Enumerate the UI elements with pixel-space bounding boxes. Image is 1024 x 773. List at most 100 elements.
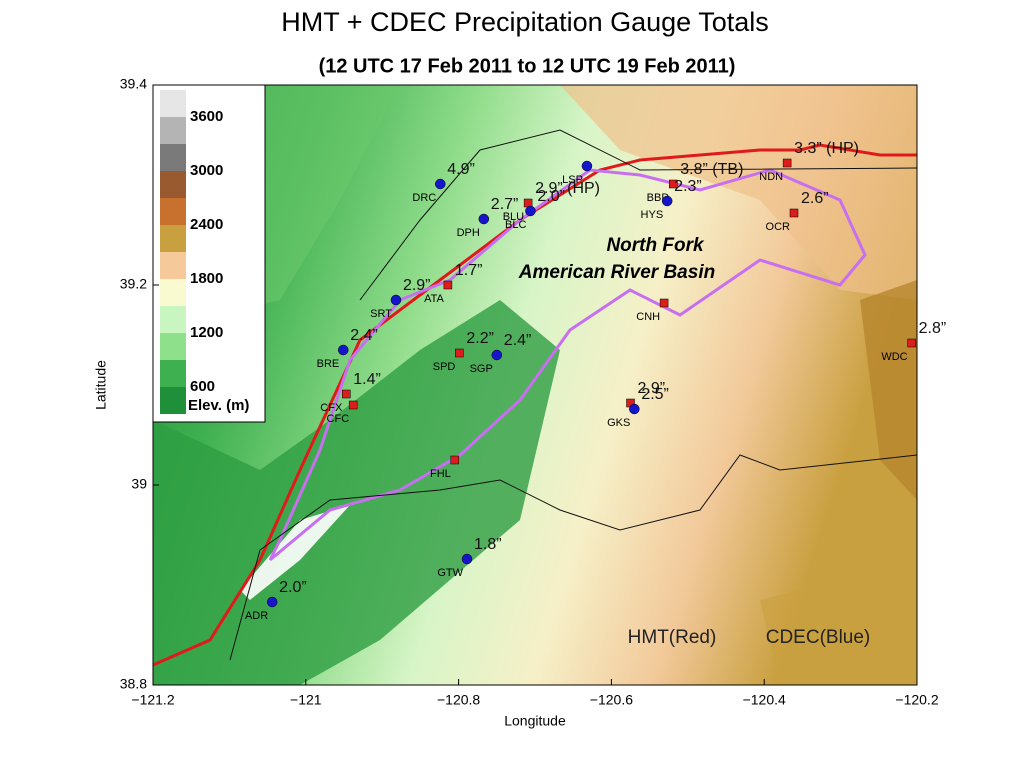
cdec-gauge [461, 553, 473, 565]
station-total: 1.4” [353, 371, 381, 388]
station-id: OCR [766, 221, 791, 233]
x-tick-label: −121.2 [131, 692, 174, 708]
station-id: WDC [881, 351, 907, 363]
cdec-gauge [629, 403, 640, 415]
station-total: 2.4” [350, 327, 378, 344]
colorbar-band [160, 225, 186, 252]
terrain [153, 85, 917, 685]
station-id: DRC [412, 192, 436, 204]
hmt-gauge [443, 280, 453, 290]
station-id: SGP [470, 363, 493, 375]
y-tick-label: 38.8 [120, 676, 147, 692]
colorbar-band [160, 279, 186, 306]
station-id: GKS [607, 417, 630, 429]
boundaries [152, 129, 918, 667]
station-total: 2.9” (HP) [535, 180, 600, 197]
cdec-gauge [390, 294, 402, 306]
x-axis-label: Longitude [504, 713, 566, 729]
x-tick-label: −120.2 [895, 692, 938, 708]
colorbar-band [160, 360, 186, 387]
cdec-gauge [525, 205, 536, 217]
station-id: HYS [641, 209, 664, 221]
station-total: 4.9” [447, 161, 475, 178]
y-tick-label: 39.2 [120, 276, 147, 292]
station-total: 2.8” [919, 320, 947, 337]
hmt-gauge [659, 298, 669, 308]
cdec-gauge [661, 195, 673, 207]
subtitle: (12 UTC 17 Feb 2011 to 12 UTC 19 Feb 201… [319, 55, 736, 77]
y-tick-label: 39.4 [120, 76, 147, 92]
colorbar-band [160, 333, 186, 360]
x-tick-label: −121 [290, 692, 322, 708]
colorbar-title: Elev. (m) [188, 397, 249, 414]
station-total: 2.0” [279, 579, 307, 596]
colorbar-band [160, 387, 186, 414]
x-tick-label: −120.8 [437, 692, 480, 708]
y-axis-label: Latitude [93, 360, 109, 410]
station-total: 2.2” [466, 330, 494, 347]
colorbar-band [160, 198, 186, 225]
legend-cdec: CDEC(Blue) [766, 627, 871, 648]
station-id: SPD [433, 361, 456, 373]
x-tick-label: −120.4 [743, 692, 786, 708]
station-total: 2.6” [801, 190, 829, 207]
x-tick-label: −120.6 [590, 692, 633, 708]
colorbar-label: 1800 [190, 270, 223, 287]
station-id: GTW [437, 567, 463, 579]
colorbar-band [160, 90, 186, 117]
station-total: 2.9” [638, 380, 666, 397]
hmt-gauge [907, 338, 916, 348]
cdec-gauge [266, 596, 278, 608]
station-id: DPH [457, 227, 480, 239]
station-id: BRE [317, 358, 340, 370]
hmt-gauge [348, 400, 358, 410]
title: HMT + CDEC Precipitation Gauge Totals [281, 7, 768, 37]
colorbar-label: 3000 [190, 162, 223, 179]
station-id: CNH [636, 311, 660, 323]
colorbar: 3600 3000 2400 1800 1200 600 Elev. (m) [152, 84, 266, 423]
station-id: CFX [320, 402, 343, 414]
colorbar-label: 3600 [190, 108, 223, 125]
colorbar-band [160, 117, 186, 144]
colorbar-band [160, 306, 186, 333]
colorbar-band [160, 144, 186, 171]
hmt-gauge [789, 208, 799, 218]
station-id: BLU [503, 211, 524, 223]
station-id: ATA [424, 293, 444, 305]
colorbar-label: 1200 [190, 324, 223, 341]
cdec-gauge [581, 160, 593, 172]
colorbar-band [160, 252, 186, 279]
station-total: 2.3” [674, 178, 702, 195]
legend-hmt: HMT(Red) [628, 627, 717, 648]
station-id: SRT [370, 308, 392, 320]
cdec-gauge [435, 178, 446, 190]
station-total: 2.0” [537, 188, 565, 205]
station-total: 3.3” (HP) [794, 140, 859, 157]
y-tick-label: 39 [131, 476, 147, 492]
hmt-gauge [669, 179, 678, 189]
colorbar-label: 2400 [190, 216, 223, 233]
colorbar-label: 600 [190, 378, 215, 395]
cdec-gauge [337, 344, 349, 356]
station-id: CFC [327, 413, 350, 425]
colorbar-band [160, 171, 186, 198]
basin-label: North Fork [606, 235, 705, 256]
station-total: 2.5” [641, 386, 669, 403]
station-total: 2.9” [403, 277, 431, 294]
hmt-gauge [342, 389, 351, 399]
station-id: LSP [562, 174, 583, 186]
station-total: 1.7” [455, 262, 483, 279]
station-id: FHL [430, 468, 451, 480]
station-total: 2.4” [504, 332, 532, 349]
basin-label: American River Basin [518, 262, 715, 283]
hmt-gauge [455, 348, 464, 358]
cdec-gauge [478, 213, 490, 225]
station-id: ADR [245, 610, 268, 622]
hmt-gauge [782, 158, 792, 168]
station-total: 1.8” [474, 536, 502, 553]
hmt-gauge [450, 455, 460, 465]
station-total: 3.8” (TB) [680, 161, 743, 178]
cdec-gauge [491, 349, 503, 361]
station-total: 2.7” [491, 196, 519, 213]
